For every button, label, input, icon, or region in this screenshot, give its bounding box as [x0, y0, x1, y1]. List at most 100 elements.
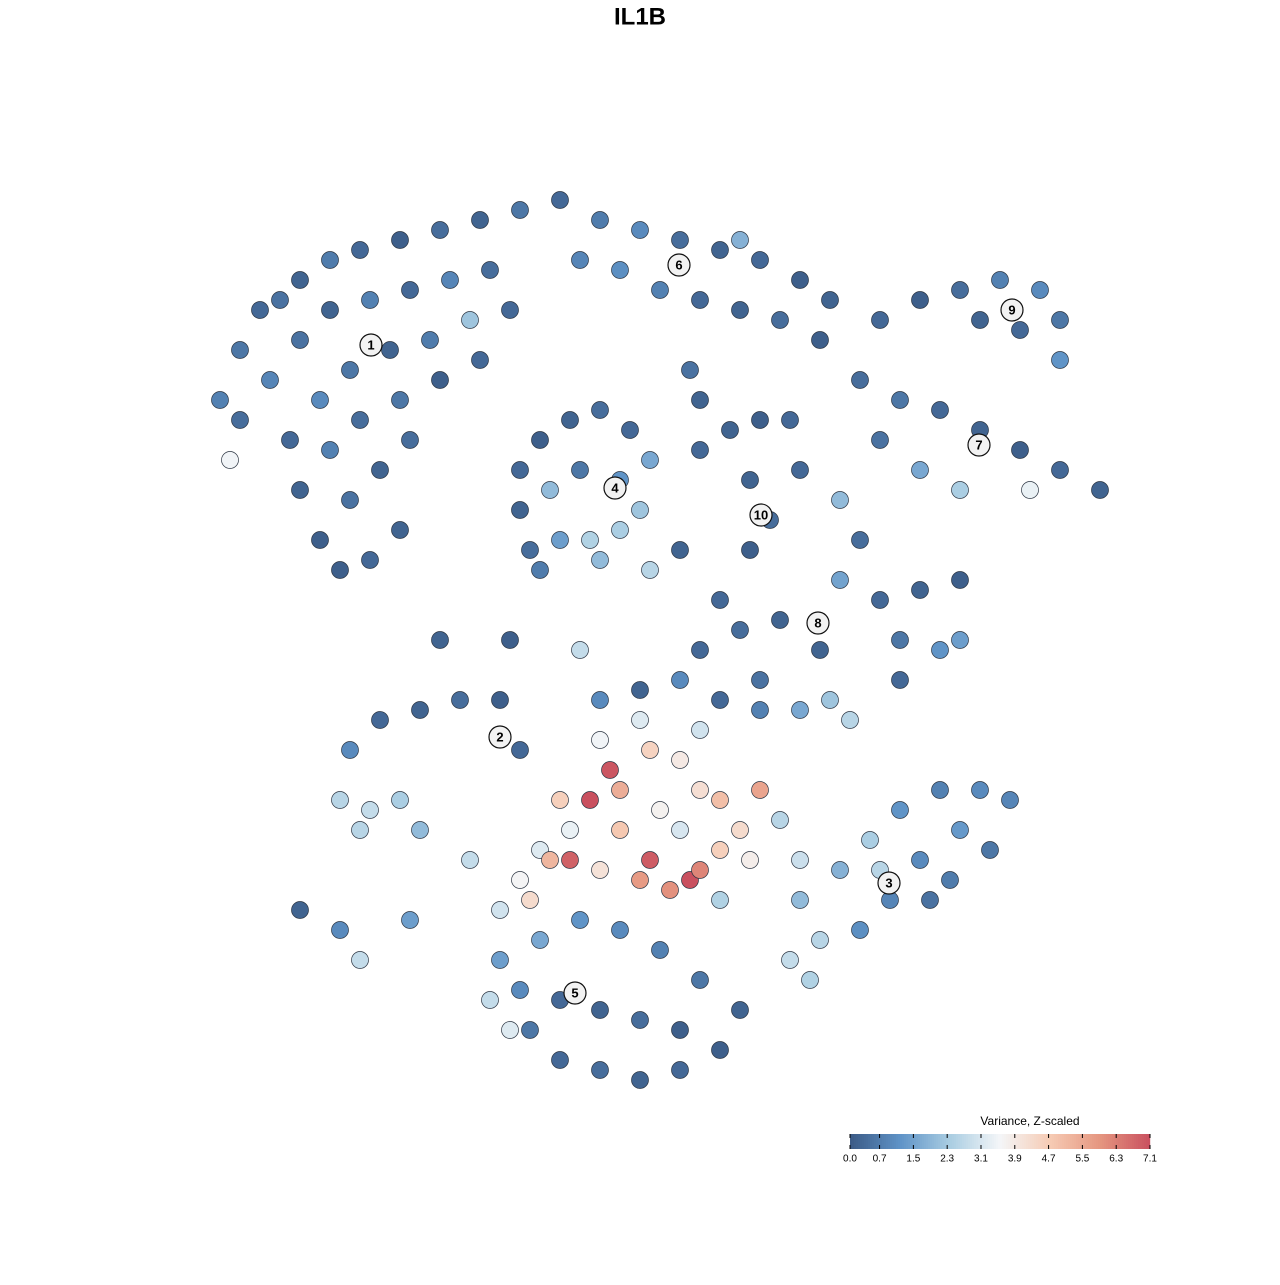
colorbar-cell: [1040, 1134, 1043, 1149]
point: [361, 551, 379, 569]
colorbar-tick-label: 2.3: [940, 1154, 954, 1165]
point: [231, 341, 249, 359]
point: [311, 391, 329, 409]
colorbar-cell: [1148, 1134, 1151, 1149]
colorbar-cell: [1038, 1134, 1041, 1149]
colorbar-cell: [914, 1134, 917, 1149]
colorbar-cell: [1020, 1134, 1023, 1149]
colorbar-cell: [1000, 1134, 1003, 1149]
point: [871, 591, 889, 609]
point: [751, 701, 769, 719]
point: [591, 401, 609, 419]
point: [291, 331, 309, 349]
point: [221, 451, 239, 469]
colorbar-cell: [866, 1134, 869, 1149]
colorbar-cell: [1072, 1134, 1075, 1149]
point: [621, 421, 639, 439]
point: [791, 701, 809, 719]
point: [351, 951, 369, 969]
colorbar-cell: [1008, 1134, 1011, 1149]
colorbar-cell: [872, 1134, 875, 1149]
colorbar-cell: [940, 1134, 943, 1149]
colorbar-cell: [924, 1134, 927, 1149]
colorbar-cell: [1108, 1134, 1111, 1149]
colorbar-cell: [1050, 1134, 1053, 1149]
colorbar-cell: [1064, 1134, 1067, 1149]
point: [891, 671, 909, 689]
colorbar-tick-label: 3.9: [1008, 1154, 1022, 1165]
cluster-label: 4: [611, 480, 619, 495]
point: [611, 521, 629, 539]
point: [631, 681, 649, 699]
point: [681, 361, 699, 379]
cluster-label-badge: [359, 333, 383, 357]
colorbar-cell: [888, 1134, 891, 1149]
colorbar-cell: [936, 1134, 939, 1149]
colorbar-cell: [1052, 1134, 1055, 1149]
point: [671, 751, 689, 769]
colorbar-tick-label: 7.1: [1143, 1154, 1157, 1165]
colorbar-cell: [994, 1134, 997, 1149]
colorbar-cell: [972, 1134, 975, 1149]
point: [631, 221, 649, 239]
point: [851, 531, 869, 549]
cluster-label: 2: [496, 729, 503, 744]
point: [491, 951, 509, 969]
colorbar-cell: [982, 1134, 985, 1149]
colorbar-cell: [880, 1134, 883, 1149]
point: [431, 631, 449, 649]
colorbar-cell: [1138, 1134, 1141, 1149]
colorbar-cell: [850, 1134, 853, 1149]
point: [351, 411, 369, 429]
point: [321, 251, 339, 269]
colorbar-cell: [896, 1134, 899, 1149]
point: [651, 801, 669, 819]
colorbar-cell: [922, 1134, 925, 1149]
colorbar-cell: [886, 1134, 889, 1149]
cluster-label: 1: [367, 337, 374, 352]
point: [641, 741, 659, 759]
point: [831, 571, 849, 589]
point: [781, 411, 799, 429]
colorbar-cell: [930, 1134, 933, 1149]
colorbar-cell: [1114, 1134, 1117, 1149]
colorbar-cell: [1130, 1134, 1133, 1149]
colorbar-cell: [1024, 1134, 1027, 1149]
point: [421, 331, 439, 349]
point: [461, 851, 479, 869]
point: [561, 821, 579, 839]
point: [391, 521, 409, 539]
point: [571, 461, 589, 479]
point: [631, 1011, 649, 1029]
point: [351, 241, 369, 259]
cluster-label-badge: [877, 871, 901, 895]
point: [591, 1061, 609, 1079]
point: [291, 271, 309, 289]
point: [341, 741, 359, 759]
cluster-label-badge: [603, 476, 627, 500]
colorbar-cell: [934, 1134, 937, 1149]
colorbar-tick-label: 5.5: [1075, 1154, 1089, 1165]
colorbar-cell: [932, 1134, 935, 1149]
point: [631, 501, 649, 519]
point: [791, 891, 809, 909]
colorbar-cell: [1122, 1134, 1125, 1149]
point: [401, 911, 419, 929]
point: [561, 411, 579, 429]
colorbar-cell: [986, 1134, 989, 1149]
colorbar-cell: [992, 1134, 995, 1149]
point: [891, 631, 909, 649]
point: [411, 821, 429, 839]
colorbar-cell: [1142, 1134, 1145, 1149]
point: [731, 621, 749, 639]
colorbar-cell: [912, 1134, 915, 1149]
colorbar-cell: [954, 1134, 957, 1149]
colorbar-cell: [1026, 1134, 1029, 1149]
colorbar-cell: [996, 1134, 999, 1149]
colorbar-cell: [1088, 1134, 1091, 1149]
colorbar-cell: [1096, 1134, 1099, 1149]
point: [661, 881, 679, 899]
colorbar-cell: [1100, 1134, 1103, 1149]
colorbar-cell: [964, 1134, 967, 1149]
colorbar-cell: [1128, 1134, 1131, 1149]
